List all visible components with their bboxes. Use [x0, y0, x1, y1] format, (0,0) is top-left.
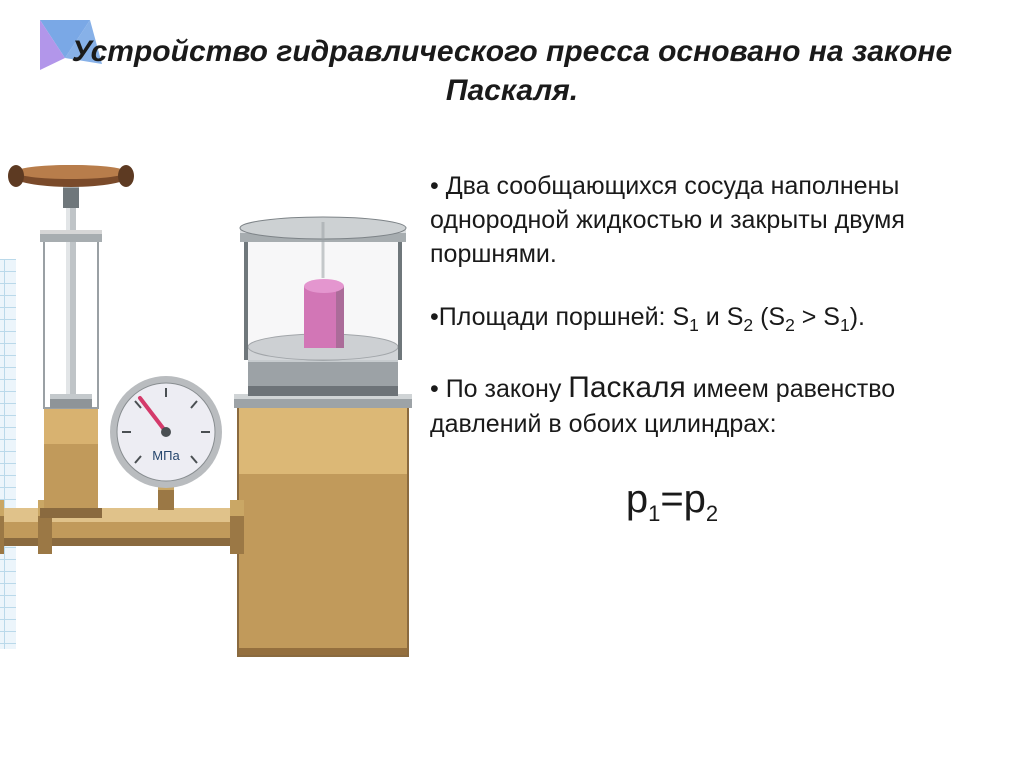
slide-title: Устройство гидравлического пресса основа…	[0, 0, 1024, 120]
diagram-area: МПа	[0, 150, 430, 529]
bullet-1: • Два сообщающихся сосуда наполнены одно…	[430, 170, 994, 271]
gauge-unit-label: МПа	[152, 448, 180, 463]
text-area: • Два сообщающихся сосуда наполнены одно…	[430, 150, 994, 529]
pressure-equation: p1=p2	[430, 472, 994, 529]
hydraulic-press-illustration: МПа	[0, 150, 430, 660]
bullet-3: • По закону Паскаля имеем равенство давл…	[430, 368, 994, 442]
content-area: МПа	[0, 120, 1024, 529]
bullet-2: •Площади поршней: S1 и S2 (S2 > S1).	[430, 301, 994, 338]
